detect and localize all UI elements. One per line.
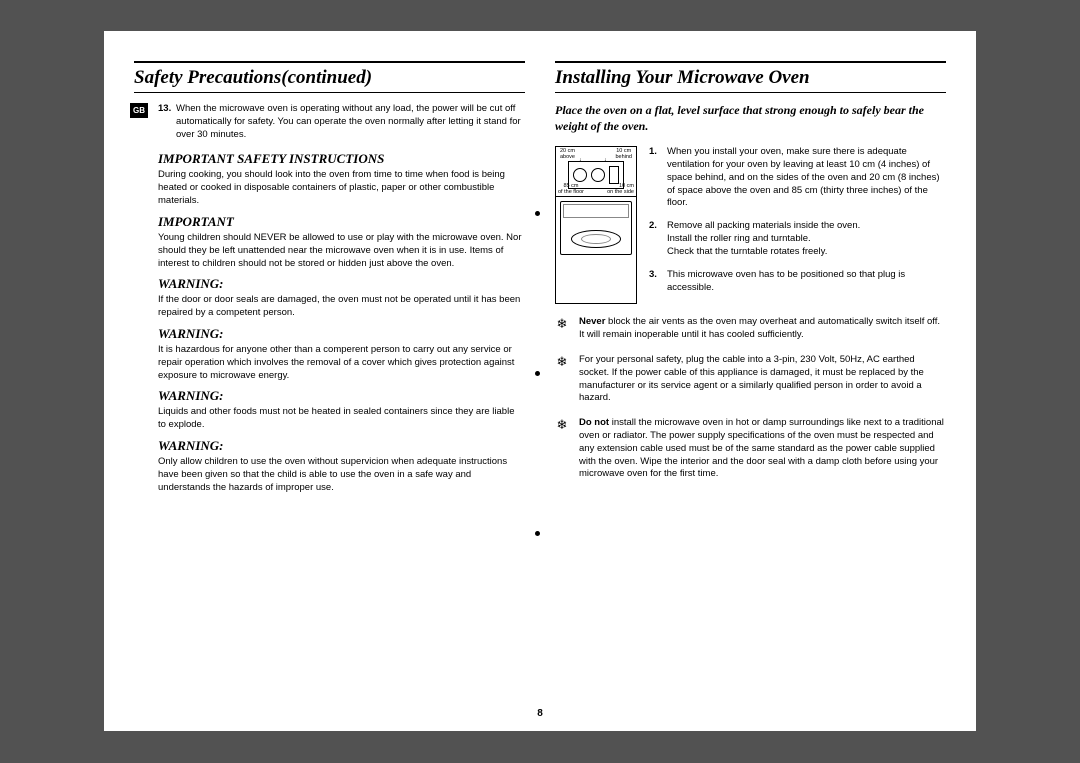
item-number: 13. (158, 103, 176, 141)
diagram-label: 10 cmbehind (615, 149, 632, 160)
snowflake-icon: ❄ (555, 317, 569, 331)
bullet-text: Do not install the microwave oven in hot… (579, 417, 946, 481)
item-text: This microwave oven has to be positioned… (667, 269, 946, 295)
item-number: 2. (649, 220, 667, 258)
item-text: When you install your oven, make sure th… (667, 146, 946, 210)
heading-warning: WARNING: (158, 326, 525, 342)
left-title: Safety Precautions(continued) (134, 61, 525, 93)
heading-warning: WARNING: (158, 388, 525, 404)
list-item-13: 13. When the microwave oven is operating… (158, 103, 525, 141)
bullet-text: Never block the air vents as the oven ma… (579, 316, 946, 342)
item-text: When the microwave oven is operating wit… (176, 103, 525, 141)
diagram-label: 85 cmof the floor (558, 184, 584, 195)
body-text: During cooking, you should look into the… (158, 169, 525, 207)
item-text: Remove all packing materials inside the … (667, 220, 860, 258)
list-item: 3. This microwave oven has to be positio… (649, 269, 946, 295)
heading-warning: WARNING: (158, 438, 525, 454)
diagram-label: 20 cmabove (560, 149, 575, 160)
snowflake-icon: ❄ (555, 418, 569, 432)
list-item: 1. When you install your oven, make sure… (649, 146, 946, 210)
bullet-item: ❄ Do not install the microwave oven in h… (555, 417, 946, 481)
install-steps: 1. When you install your oven, make sure… (649, 146, 946, 304)
snowflake-icon: ❄ (555, 355, 569, 369)
manual-page: Safety Precautions(continued) GB 13. Whe… (104, 31, 976, 731)
heading-important-safety: IMPORTANT SAFETY INSTRUCTIONS (158, 151, 525, 167)
right-title: Installing Your Microwave Oven (555, 61, 946, 93)
intro-text: Place the oven on a flat, level surface … (555, 103, 946, 134)
right-column: Installing Your Microwave Oven Place the… (555, 61, 946, 500)
item-number: 3. (649, 269, 667, 295)
heading-important: IMPORTANT (158, 214, 525, 230)
list-item: 2. Remove all packing materials inside t… (649, 220, 946, 258)
body-text: Only allow children to use the oven with… (158, 456, 525, 494)
bullet-item: ❄ Never block the air vents as the oven … (555, 316, 946, 342)
body-text: It is hazardous for anyone other than a … (158, 344, 525, 382)
left-column: Safety Precautions(continued) GB 13. Whe… (134, 61, 525, 500)
page-number: 8 (104, 708, 976, 719)
binder-dots (533, 61, 543, 500)
heading-warning: WARNING: (158, 276, 525, 292)
body-text: Liquids and other foods must not be heat… (158, 406, 525, 432)
diagram-interior (556, 197, 636, 259)
body-text: Young children should NEVER be allowed t… (158, 232, 525, 270)
bullet-text: For your personal safety, plug the cable… (579, 354, 946, 405)
country-badge: GB (130, 103, 148, 118)
diagram-label: 10 cmon the side (607, 184, 634, 195)
item-number: 1. (649, 146, 667, 210)
clearance-diagram: 20 cmabove 10 cmbehind ↓ ↓ 85 cmof the f… (555, 146, 637, 304)
bullet-item: ❄ For your personal safety, plug the cab… (555, 354, 946, 405)
body-text: If the door or door seals are damaged, t… (158, 294, 525, 320)
